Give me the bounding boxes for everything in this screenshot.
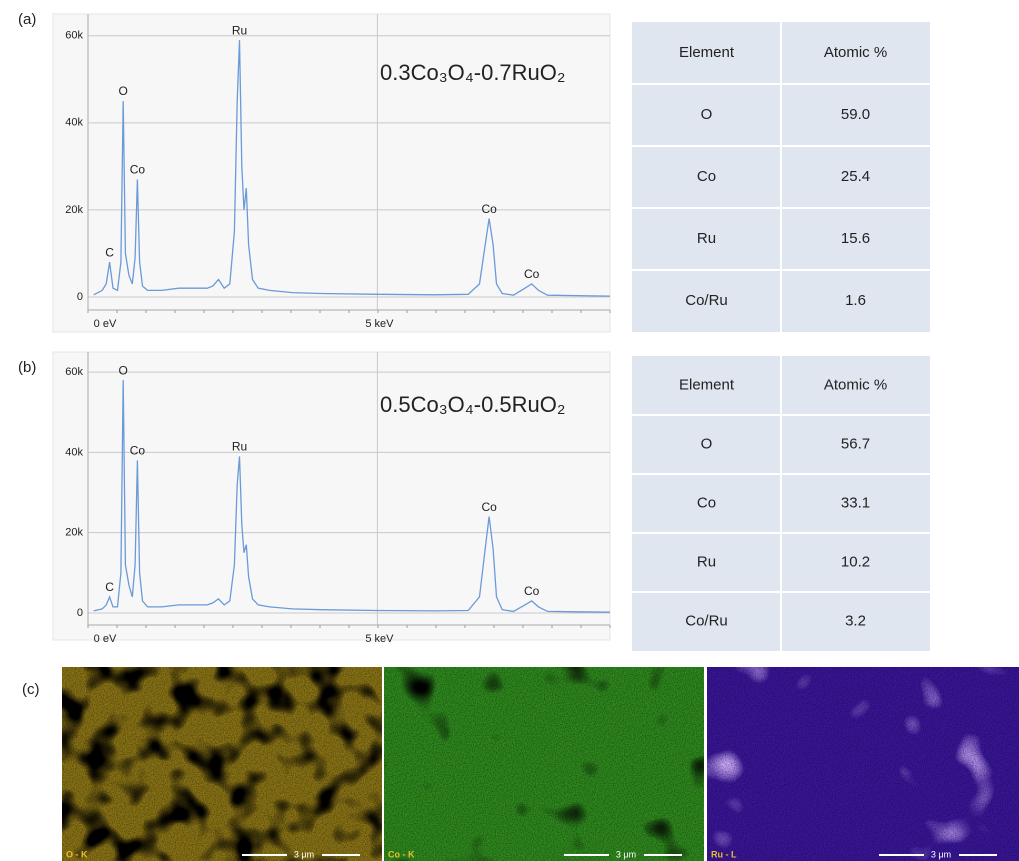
peak-label: Co [130, 163, 146, 177]
map-grain [384, 667, 704, 861]
x-tick-label: 5 keV [365, 318, 394, 330]
table-cell: 56.7 [841, 435, 870, 452]
x-tick-label: 0 eV [94, 318, 117, 330]
scale-label: 3 μm [616, 849, 636, 859]
map-label: O - K [66, 849, 88, 859]
scale-label: 3 μm [294, 849, 314, 859]
y-tick-label: 40k [65, 446, 83, 458]
panel-label: (b) [18, 359, 36, 376]
panel-label: (c) [22, 681, 40, 698]
peak-label: Co [130, 444, 146, 458]
table-cell: 3.2 [845, 612, 866, 629]
figure: (a) 0 20k 40k 60k 0 eV 5 keV C O Co Ru Co Co 0.3Co₃O₄… [0, 0, 1019, 861]
y-tick-label: 60k [65, 30, 83, 42]
y-tick-label: 20k [65, 527, 83, 539]
map-grain [62, 667, 382, 861]
table-cell: 10.2 [841, 553, 870, 570]
chart-title: 0.3Co₃O₄-0.7RuO₂ [380, 60, 565, 85]
table-cell: Co [697, 494, 716, 511]
table-cell: 33.1 [841, 494, 870, 511]
panel-label: (a) [18, 11, 36, 28]
peak-label: Ru [232, 440, 247, 454]
y-tick-label: 0 [77, 291, 83, 303]
table-cell: Co [697, 168, 716, 185]
map-label: Ru - L [711, 849, 737, 859]
scale-label: 3 μm [931, 849, 951, 859]
table-cell: Co/Ru [685, 292, 728, 309]
y-tick-label: 20k [65, 204, 83, 216]
table-header: Atomic % [824, 44, 887, 61]
peak-label: Co [524, 267, 540, 281]
table-header: Atomic % [824, 376, 887, 393]
table-cell: Ru [697, 553, 716, 570]
peak-label: Ru [232, 23, 247, 37]
y-tick-label: 40k [65, 117, 83, 129]
chart-title: 0.5Co₃O₄-0.5RuO₂ [380, 392, 565, 417]
map-grain [707, 667, 1019, 861]
x-tick-label: 5 keV [365, 633, 394, 645]
peak-label: C [105, 245, 114, 259]
table-cell: 25.4 [841, 168, 870, 185]
table-cell: 15.6 [841, 230, 870, 247]
table-header: Element [679, 44, 735, 61]
table-cell: O [701, 106, 713, 123]
peak-label: O [119, 363, 128, 377]
peak-label: Co [481, 500, 497, 514]
peak-label: C [105, 580, 114, 594]
table-cell: 59.0 [841, 106, 870, 123]
table-cell: Co/Ru [685, 612, 728, 629]
peak-label: Co [524, 584, 540, 598]
peak-label: Co [481, 202, 497, 216]
table-cell: Ru [697, 230, 716, 247]
x-tick-label: 0 eV [94, 633, 117, 645]
y-tick-label: 60k [65, 366, 83, 378]
map-label: Co - K [388, 849, 415, 859]
table-cell: O [701, 435, 713, 452]
peak-label: O [119, 84, 128, 98]
table-header: Element [679, 376, 735, 393]
y-tick-label: 0 [77, 607, 83, 619]
table-cell: 1.6 [845, 292, 866, 309]
